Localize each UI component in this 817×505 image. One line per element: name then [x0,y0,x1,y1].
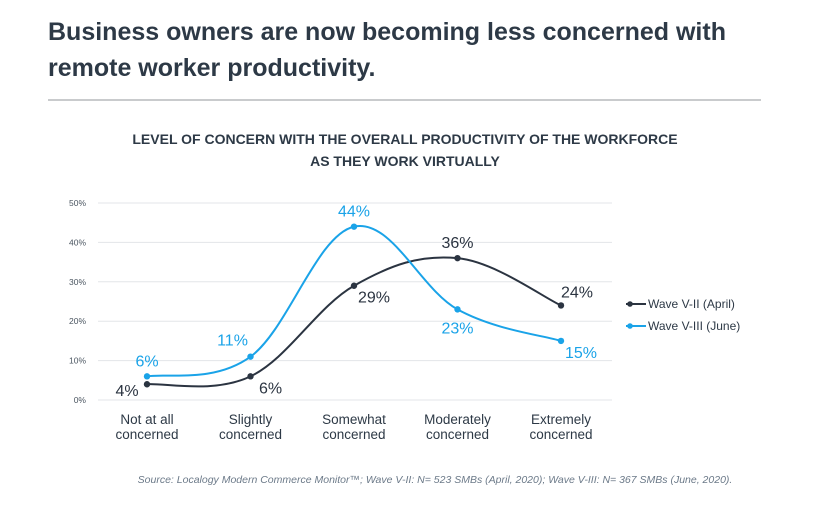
y-tick-label: 50% [69,198,86,208]
x-tick-label: concerned [115,427,178,442]
data-label: 44% [338,204,370,221]
legend-label: Wave V-III (June) [648,319,740,333]
data-label: 36% [441,235,473,252]
source-note: Source: Localogy Modern Commerce Monitor… [137,474,733,486]
data-label: 15% [565,345,597,362]
y-tick-label: 20% [69,316,86,326]
x-tick-label: Moderately [424,412,491,427]
data-point [247,353,254,360]
data-point [247,373,254,380]
page-headline: Business owners are now becoming less co… [48,18,726,82]
legend-marker [627,323,633,329]
data-point [557,302,565,309]
series-line [146,256,562,388]
data-label: 6% [135,353,158,370]
chart-title: LEVEL OF CONCERN WITH THE OVERALL PRODUC… [80,128,730,172]
data-label: 24% [561,284,593,301]
data-point [143,373,151,380]
legend-label: Wave V-II (April) [648,297,735,311]
x-tick-label: concerned [426,427,489,442]
data-label: 29% [358,290,390,307]
x-tick-label: concerned [529,427,592,442]
chart-title-line-1: LEVEL OF CONCERN WITH THE OVERALL PRODUC… [132,131,678,147]
chart-title-line-2: AS THEY WORK VIRTUALLY [310,153,500,169]
x-tick-label: Extremely [531,412,591,427]
data-label: 4% [115,383,138,400]
data-point [350,223,358,230]
x-tick-label: Somewhat [322,412,386,427]
data-label: 11% [217,333,248,350]
legend-marker [627,301,633,307]
data-label: 6% [259,380,282,397]
x-tick-label: concerned [219,427,282,442]
data-label: 23% [441,320,473,337]
data-point [454,306,461,313]
y-tick-label: 10% [69,356,86,366]
headline-divider [48,99,761,101]
y-tick-label: 40% [69,237,86,247]
y-tick-label: 0% [74,395,87,405]
y-tick-label: 30% [69,277,86,287]
data-point [350,282,358,289]
series-line [146,225,562,378]
x-tick-label: Not at all [120,412,173,427]
x-tick-label: concerned [322,427,385,442]
data-point [143,381,151,388]
data-point [557,337,565,345]
x-tick-label: Slightly [229,412,273,427]
data-point [454,254,461,262]
